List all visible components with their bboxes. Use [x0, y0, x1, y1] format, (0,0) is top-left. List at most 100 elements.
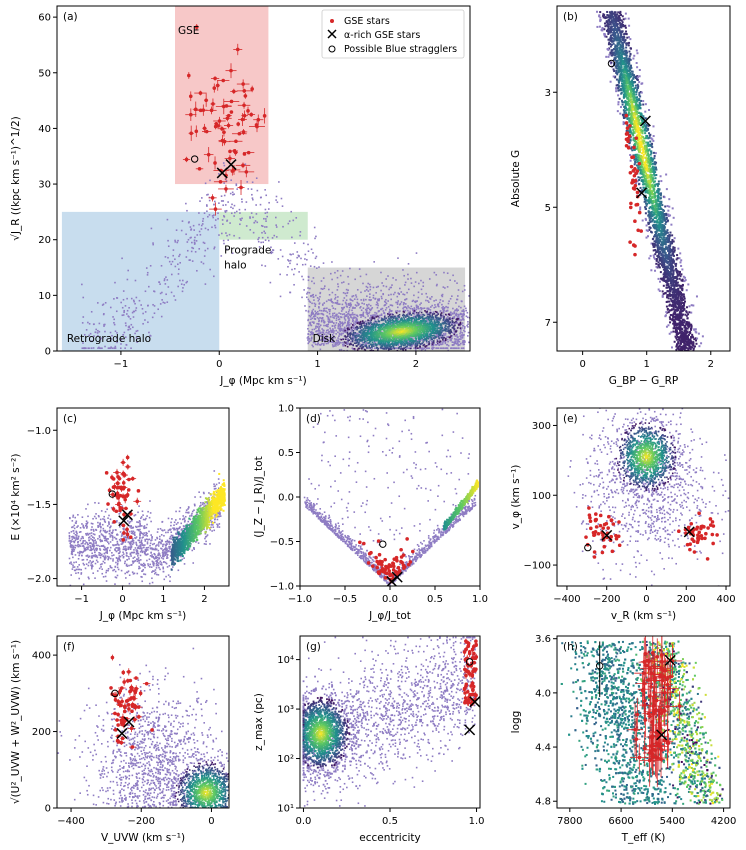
density-point [403, 344, 405, 347]
density-point [410, 326, 413, 329]
field-star [262, 241, 264, 244]
density-point [467, 323, 469, 325]
field-star [395, 279, 397, 281]
field-star [161, 299, 163, 301]
field-star [329, 340, 331, 343]
density-point [413, 340, 416, 343]
field-star [368, 303, 370, 306]
density-point [421, 342, 424, 345]
cmd-point [683, 297, 686, 300]
field-star [82, 296, 85, 299]
density-point [424, 326, 427, 329]
field-star [279, 249, 282, 251]
field-star [96, 302, 99, 304]
density-point [422, 324, 425, 327]
field-star [373, 343, 376, 346]
gse-star [240, 117, 245, 122]
density-point [436, 314, 438, 317]
cmd-point [619, 54, 622, 57]
density-point [361, 332, 364, 334]
density-point [387, 312, 389, 315]
field-star [279, 295, 282, 298]
gse-star [189, 112, 193, 117]
field-star [293, 242, 296, 244]
field-star [124, 347, 126, 350]
field-star [319, 335, 322, 338]
density-point [388, 340, 391, 343]
density-point [425, 323, 427, 326]
field-star [311, 328, 314, 331]
field-star [435, 299, 437, 301]
density-point [363, 322, 365, 325]
field-star [313, 282, 316, 285]
field-star [120, 339, 123, 341]
field-star [328, 308, 330, 311]
field-star [293, 267, 296, 270]
field-star [312, 293, 315, 296]
field-star [449, 311, 452, 314]
field-star [326, 307, 328, 310]
field-star [178, 255, 180, 258]
field-star [97, 334, 99, 337]
field-star [463, 340, 466, 342]
density-point [459, 322, 462, 325]
density-point [361, 326, 363, 329]
field-star [365, 273, 368, 276]
density-point [412, 340, 415, 343]
field-star [337, 344, 339, 346]
field-star [349, 267, 351, 270]
y-tick-label: 60 [38, 13, 51, 24]
density-point [386, 341, 389, 344]
field-star [198, 248, 201, 250]
density-point [393, 316, 395, 318]
density-point [392, 330, 395, 332]
field-star [365, 343, 367, 345]
field-star [275, 236, 278, 238]
density-point [433, 337, 436, 339]
density-point [342, 329, 345, 331]
density-point [414, 324, 416, 327]
field-star [202, 262, 205, 265]
density-point [342, 322, 345, 325]
field-star [347, 289, 349, 292]
field-star [333, 322, 335, 325]
density-point [380, 345, 383, 347]
density-point [407, 339, 409, 341]
density-point [420, 307, 423, 309]
gse-star [226, 113, 231, 118]
field-star [94, 331, 97, 334]
field-star [369, 309, 372, 312]
field-star [260, 241, 262, 244]
density-point [390, 310, 393, 312]
density-point [429, 326, 431, 328]
density-point [397, 337, 400, 339]
field-star [454, 314, 457, 316]
field-star [267, 208, 270, 210]
density-point [375, 316, 378, 318]
density-point [356, 328, 358, 331]
density-point [423, 336, 425, 338]
density-point [351, 320, 354, 323]
field-star [178, 268, 180, 271]
field-star [311, 333, 314, 336]
density-point [385, 317, 388, 319]
field-star [413, 311, 416, 314]
density-point [350, 326, 353, 329]
field-star [345, 288, 348, 291]
density-point [408, 338, 410, 340]
gse-star [217, 119, 222, 123]
field-star [314, 257, 317, 260]
density-point [416, 322, 418, 324]
density-point [352, 329, 355, 332]
field-star [337, 315, 340, 318]
density-point [455, 318, 458, 321]
field-star [304, 258, 306, 260]
field-star [366, 309, 368, 311]
density-point [389, 355, 391, 357]
density-point [411, 339, 413, 342]
density-point [425, 311, 428, 313]
density-point [487, 305, 489, 307]
density-point [416, 341, 418, 343]
field-star [113, 318, 115, 321]
field-star [165, 276, 167, 278]
